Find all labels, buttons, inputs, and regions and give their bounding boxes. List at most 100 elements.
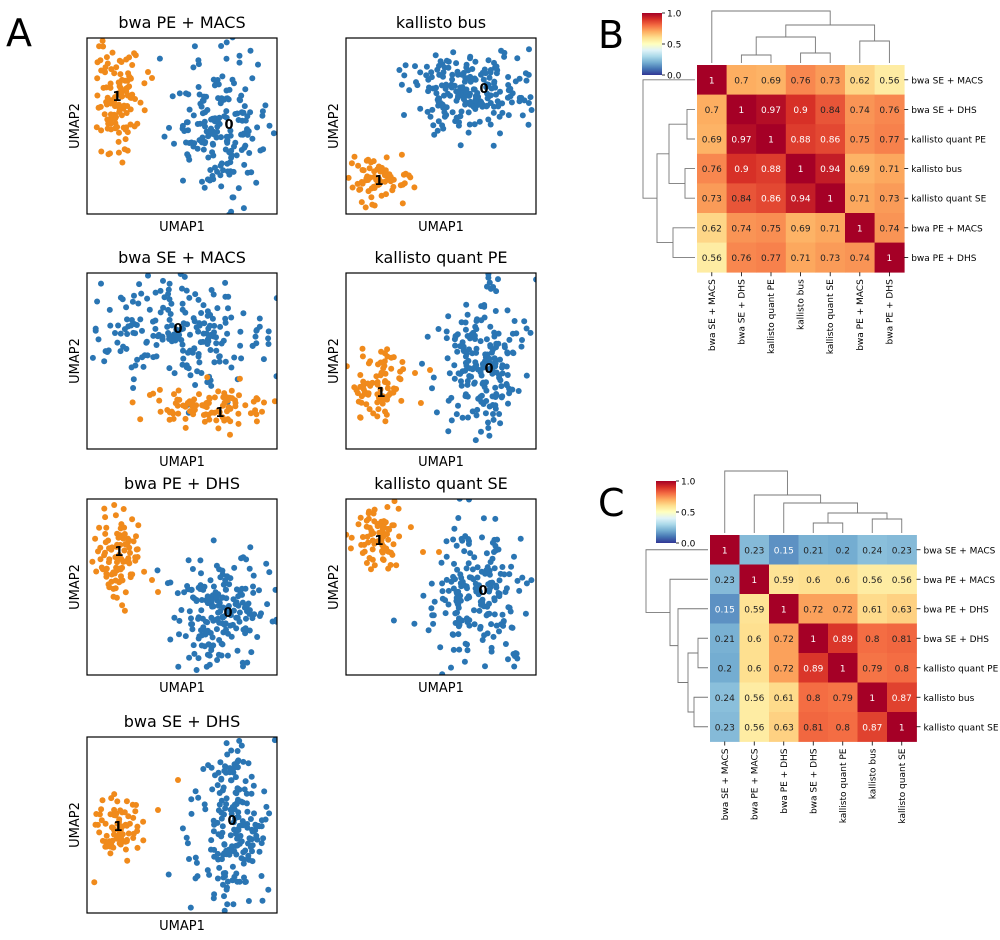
cell-point-cluster-0 — [478, 317, 485, 324]
cell-point-cluster-0 — [244, 602, 250, 609]
cell-point-cluster-0 — [483, 103, 490, 110]
cell-point-cluster-1 — [375, 361, 381, 368]
cell-point-cluster-1 — [390, 541, 397, 548]
cell-point-cluster-0 — [152, 325, 159, 332]
cell-point-cluster-1 — [427, 367, 433, 373]
cell-point-cluster-0 — [259, 897, 266, 904]
heatmap-cell-value: 1 — [739, 106, 745, 116]
cell-point-cluster-0 — [131, 292, 137, 299]
cell-point-cluster-0 — [214, 875, 221, 882]
heatmap-cell — [769, 682, 799, 713]
cell-point-cluster-0 — [253, 832, 260, 839]
cell-point-cluster-0 — [483, 387, 490, 394]
cell-point-cluster-1 — [137, 416, 144, 423]
cell-point-cluster-0 — [223, 626, 229, 633]
cell-point-cluster-0 — [198, 310, 205, 316]
heatmap-cell — [887, 535, 917, 565]
x-axis-label: UMAP1 — [418, 681, 464, 696]
cell-point-cluster-0 — [543, 361, 549, 367]
cell-point-cluster-0 — [231, 80, 237, 87]
cell-point-cluster-0 — [432, 52, 439, 59]
points — [346, 499, 535, 675]
cell-point-cluster-0 — [443, 553, 450, 560]
heatmap-cell-value: 0.77 — [761, 254, 781, 264]
cell-point-cluster-0 — [450, 536, 457, 543]
cell-point-cluster-0 — [201, 93, 207, 100]
cell-point-cluster-0 — [299, 360, 305, 366]
cell-point-cluster-1 — [117, 807, 124, 814]
cell-point-cluster-0 — [499, 611, 506, 618]
cell-point-cluster-0 — [461, 548, 468, 555]
cell-point-cluster-0 — [493, 63, 500, 70]
cell-point-cluster-0 — [202, 618, 209, 625]
cell-point-cluster-1 — [370, 410, 377, 417]
cell-point-cluster-0 — [487, 67, 494, 73]
cell-point-cluster-1 — [113, 564, 120, 571]
cell-point-cluster-0 — [516, 587, 523, 594]
cell-point-cluster-0 — [195, 296, 202, 303]
colorbar-tick-label: 0.5 — [667, 41, 681, 51]
cell-point-cluster-0 — [210, 115, 217, 122]
cell-point-cluster-0 — [451, 82, 458, 89]
y-axis-label: UMAP2 — [327, 564, 342, 610]
cell-point-cluster-0 — [187, 331, 193, 338]
heatmap-cell-value: 1 — [899, 723, 905, 733]
cell-point-cluster-1 — [357, 414, 364, 421]
cell-point-cluster-0 — [490, 411, 496, 417]
cell-point-cluster-0 — [166, 296, 173, 303]
heatmap-cell — [710, 594, 740, 624]
cell-point-cluster-1 — [98, 127, 105, 134]
cell-point-cluster-0 — [205, 154, 212, 161]
cell-point-cluster-0 — [248, 773, 255, 780]
cell-point-cluster-1 — [211, 409, 218, 416]
cell-point-cluster-0 — [499, 564, 506, 570]
cell-point-cluster-0 — [195, 57, 202, 64]
cluster-label-0: 0 — [479, 82, 488, 97]
cell-point-cluster-1 — [122, 846, 129, 853]
heatmap-cell-value: 0.24 — [862, 546, 882, 556]
cell-point-cluster-1 — [365, 391, 372, 398]
cell-point-cluster-0 — [242, 878, 249, 885]
heatmap-cell-value: 1 — [840, 664, 846, 674]
panel-title: bwa SE + DHS — [124, 712, 240, 731]
cell-point-cluster-0 — [159, 336, 166, 343]
heatmap-cell-value: 0.77 — [879, 136, 899, 146]
cell-point-cluster-1 — [382, 408, 388, 415]
cell-point-cluster-0 — [222, 586, 229, 593]
cell-point-cluster-1 — [382, 519, 389, 526]
cell-point-cluster-1 — [369, 546, 376, 553]
cell-point-cluster-0 — [512, 78, 519, 85]
cell-point-cluster-0 — [431, 131, 438, 138]
cell-point-cluster-0 — [247, 47, 254, 54]
cell-point-cluster-1 — [115, 138, 122, 145]
cell-point-cluster-1 — [389, 187, 396, 194]
cell-point-cluster-0 — [160, 304, 167, 311]
cell-point-cluster-0 — [266, 810, 273, 817]
cell-point-cluster-0 — [168, 322, 175, 329]
cell-point-cluster-1 — [119, 577, 126, 584]
cell-point-cluster-0 — [525, 121, 532, 128]
cell-point-cluster-0 — [433, 90, 440, 97]
cell-point-cluster-1 — [103, 565, 110, 572]
cell-point-cluster-1 — [140, 837, 147, 844]
cell-point-cluster-1 — [400, 366, 407, 373]
cell-point-cluster-0 — [442, 610, 449, 617]
cell-point-cluster-0 — [237, 342, 244, 349]
cell-point-cluster-0 — [178, 607, 185, 613]
cell-point-cluster-0 — [483, 336, 490, 343]
cell-point-cluster-0 — [456, 621, 463, 628]
heatmap-cell — [815, 124, 846, 155]
cell-point-cluster-1 — [95, 548, 101, 555]
heatmap-cell-value: 0.84 — [820, 106, 840, 116]
cell-point-cluster-1 — [391, 499, 398, 505]
points — [89, 502, 277, 673]
cell-point-cluster-0 — [273, 616, 277, 623]
cell-point-cluster-1 — [387, 173, 394, 180]
cell-point-cluster-0 — [533, 276, 536, 283]
cell-point-cluster-1 — [384, 504, 391, 510]
cell-point-cluster-0 — [439, 671, 446, 675]
cell-point-cluster-0 — [466, 499, 472, 503]
panel-letter-c: C — [598, 481, 625, 525]
heatmap-cell-value: 0.56 — [892, 576, 912, 586]
cell-point-cluster-1 — [382, 531, 389, 538]
